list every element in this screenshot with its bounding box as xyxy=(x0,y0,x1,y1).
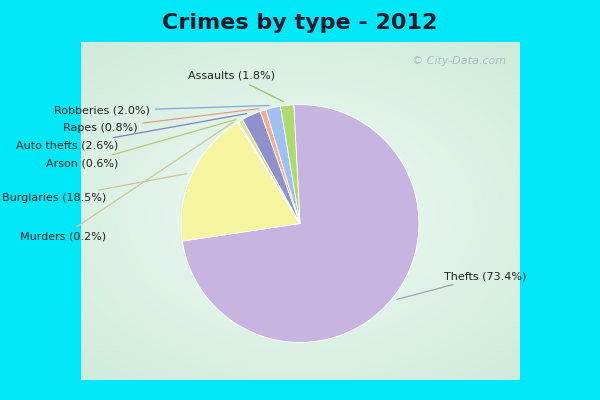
Text: Robberies (2.0%): Robberies (2.0%) xyxy=(54,106,269,116)
Wedge shape xyxy=(266,106,300,224)
Text: Burglaries (18.5%): Burglaries (18.5%) xyxy=(2,174,187,204)
Wedge shape xyxy=(242,112,300,224)
Text: Arson (0.6%): Arson (0.6%) xyxy=(46,120,236,168)
Wedge shape xyxy=(239,120,300,224)
Text: Auto thefts (2.6%): Auto thefts (2.6%) xyxy=(16,114,247,151)
Text: Thefts (73.4%): Thefts (73.4%) xyxy=(397,271,526,300)
Text: © City-Data.com: © City-Data.com xyxy=(412,56,506,66)
Text: Rapes (0.8%): Rapes (0.8%) xyxy=(62,109,259,133)
Wedge shape xyxy=(181,122,300,241)
Text: Crimes by type - 2012: Crimes by type - 2012 xyxy=(163,13,437,33)
Text: Murders (0.2%): Murders (0.2%) xyxy=(20,122,234,241)
Wedge shape xyxy=(280,105,300,224)
Wedge shape xyxy=(237,122,300,224)
Wedge shape xyxy=(260,110,300,224)
Text: Assaults (1.8%): Assaults (1.8%) xyxy=(188,71,284,102)
Wedge shape xyxy=(182,104,419,342)
